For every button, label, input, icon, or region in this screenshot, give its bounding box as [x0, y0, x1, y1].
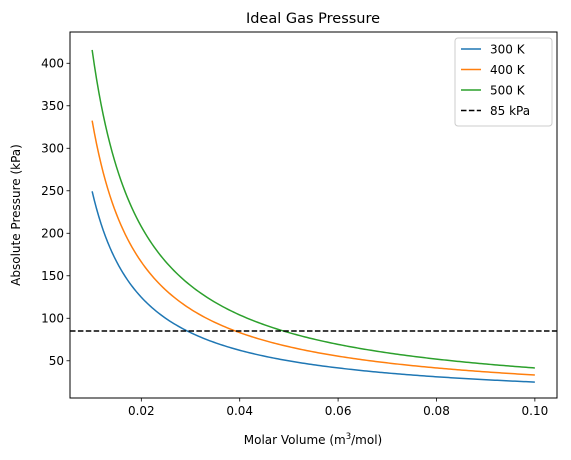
y-tick-label: 250: [41, 184, 64, 198]
x-tick-label: 0.04: [226, 404, 253, 418]
x-tick-label: 0.08: [423, 404, 450, 418]
x-axis: 0.02 0.04 0.06 0.08 0.10: [128, 398, 548, 418]
x-axis-title: Molar Volume (m3/mol): [244, 432, 382, 447]
x-axis-title-sup: 3: [346, 432, 351, 442]
y-axis: 50 100 150 200 250 300 350 400: [41, 56, 70, 368]
y-tick-label: 300: [41, 141, 64, 155]
series-layer: [70, 49, 557, 383]
chart-title: Ideal Gas Pressure: [246, 11, 380, 27]
x-tick-label: 0.10: [522, 404, 549, 418]
y-tick-label: 100: [41, 311, 64, 325]
series-line-2: [91, 120, 535, 376]
legend-box: [454, 37, 553, 127]
x-axis-title-tail: /mol): [351, 433, 382, 447]
x-tick-label: 0.02: [128, 404, 155, 418]
legend-label: 300 K: [490, 42, 526, 56]
y-tick-label: 50: [49, 354, 64, 368]
y-axis-title: Absolute Pressure (kPa): [9, 144, 23, 286]
y-tick-label: 350: [41, 99, 64, 113]
legend-label: 400 K: [490, 63, 526, 77]
y-tick-label: 400: [41, 56, 64, 70]
legend: 300 K 400 K 500 K 85 kPa: [454, 37, 553, 127]
series-line-3: [91, 49, 535, 369]
x-tick-label: 0.06: [325, 404, 352, 418]
y-tick-label: 150: [41, 269, 64, 283]
y-tick-label: 200: [41, 226, 64, 240]
plot-frame: [69, 31, 558, 399]
legend-label: 85 kPa: [490, 104, 530, 118]
series-line-1: [91, 191, 535, 383]
x-axis-title-main: Molar Volume (m: [244, 433, 346, 447]
legend-label: 500 K: [490, 83, 526, 97]
